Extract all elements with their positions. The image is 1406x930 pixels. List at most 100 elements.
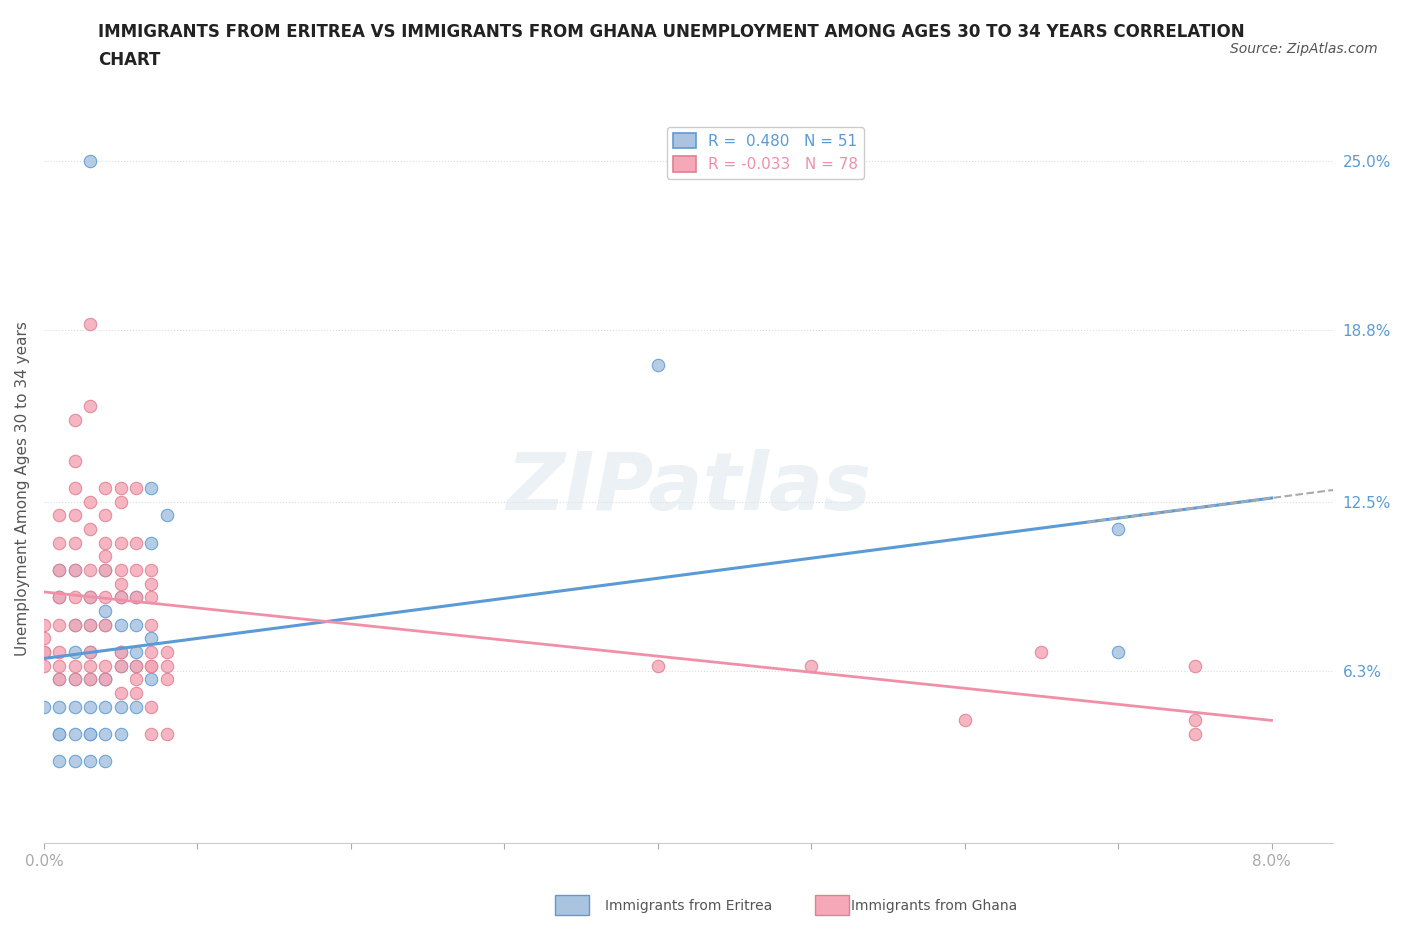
Point <box>110 590 132 604</box>
Point <box>125 590 148 604</box>
Point <box>94 671 117 686</box>
Point <box>125 481 148 496</box>
Point <box>32 644 55 659</box>
Point <box>141 536 163 551</box>
Point <box>32 644 55 659</box>
Point <box>32 631 55 645</box>
Point <box>79 699 101 714</box>
Point <box>48 508 70 523</box>
Point <box>63 618 86 632</box>
Point <box>48 563 70 578</box>
Point <box>94 549 117 564</box>
Point <box>1184 658 1206 673</box>
Point <box>110 563 132 578</box>
Point <box>63 671 86 686</box>
Point <box>1184 712 1206 727</box>
Point <box>125 536 148 551</box>
Point <box>48 753 70 768</box>
Point <box>63 563 86 578</box>
Point <box>79 618 101 632</box>
Point <box>94 481 117 496</box>
Point <box>125 658 148 673</box>
Point <box>110 644 132 659</box>
Point <box>110 618 132 632</box>
Point <box>79 671 101 686</box>
Point <box>48 671 70 686</box>
Point <box>110 481 132 496</box>
Point <box>32 658 55 673</box>
Point <box>1031 644 1053 659</box>
Point <box>63 454 86 469</box>
Point <box>110 644 132 659</box>
Point <box>94 563 117 578</box>
Point <box>156 508 179 523</box>
Point <box>141 631 163 645</box>
Point <box>63 563 86 578</box>
Point <box>141 481 163 496</box>
Text: IMMIGRANTS FROM ERITREA VS IMMIGRANTS FROM GHANA UNEMPLOYMENT AMONG AGES 30 TO 3: IMMIGRANTS FROM ERITREA VS IMMIGRANTS FR… <box>98 23 1246 41</box>
Text: Immigrants from Ghana: Immigrants from Ghana <box>851 898 1017 912</box>
Point <box>110 577 132 591</box>
Point <box>79 590 101 604</box>
Point <box>141 726 163 741</box>
Point <box>156 671 179 686</box>
Point <box>141 699 163 714</box>
Point <box>141 658 163 673</box>
Point <box>63 413 86 428</box>
Point <box>48 563 70 578</box>
Point <box>94 536 117 551</box>
Point <box>94 671 117 686</box>
Point <box>79 522 101 537</box>
Point <box>125 618 148 632</box>
Point <box>63 726 86 741</box>
Point <box>79 753 101 768</box>
Point <box>79 495 101 510</box>
Point <box>48 644 70 659</box>
Point <box>48 590 70 604</box>
Point <box>48 671 70 686</box>
Point <box>156 658 179 673</box>
Point <box>94 563 117 578</box>
Point <box>48 590 70 604</box>
Point <box>110 495 132 510</box>
Point <box>110 658 132 673</box>
Point <box>94 699 117 714</box>
Point <box>125 644 148 659</box>
Point <box>63 699 86 714</box>
Point <box>94 618 117 632</box>
Point <box>79 563 101 578</box>
Point <box>79 153 101 168</box>
Point <box>125 563 148 578</box>
Point <box>110 658 132 673</box>
Point <box>79 317 101 332</box>
Point <box>63 618 86 632</box>
Point <box>110 590 132 604</box>
Point <box>63 590 86 604</box>
Point <box>32 699 55 714</box>
Point <box>48 699 70 714</box>
Point <box>79 399 101 414</box>
Point <box>1184 726 1206 741</box>
Legend: R =  0.480   N = 51, R = -0.033   N = 78: R = 0.480 N = 51, R = -0.033 N = 78 <box>666 126 865 179</box>
Point <box>94 726 117 741</box>
Point <box>79 726 101 741</box>
Point <box>647 658 669 673</box>
Y-axis label: Unemployment Among Ages 30 to 34 years: Unemployment Among Ages 30 to 34 years <box>15 321 30 656</box>
Point <box>48 658 70 673</box>
Point <box>79 618 101 632</box>
Point <box>94 658 117 673</box>
Point <box>79 644 101 659</box>
Point <box>63 658 86 673</box>
Point <box>141 671 163 686</box>
Point <box>94 753 117 768</box>
Text: CHART: CHART <box>98 51 160 69</box>
Point <box>79 726 101 741</box>
Point <box>110 699 132 714</box>
Point <box>141 618 163 632</box>
Point <box>156 644 179 659</box>
Point <box>63 481 86 496</box>
Point <box>141 577 163 591</box>
Point <box>141 590 163 604</box>
Point <box>141 658 163 673</box>
Point <box>1107 522 1129 537</box>
